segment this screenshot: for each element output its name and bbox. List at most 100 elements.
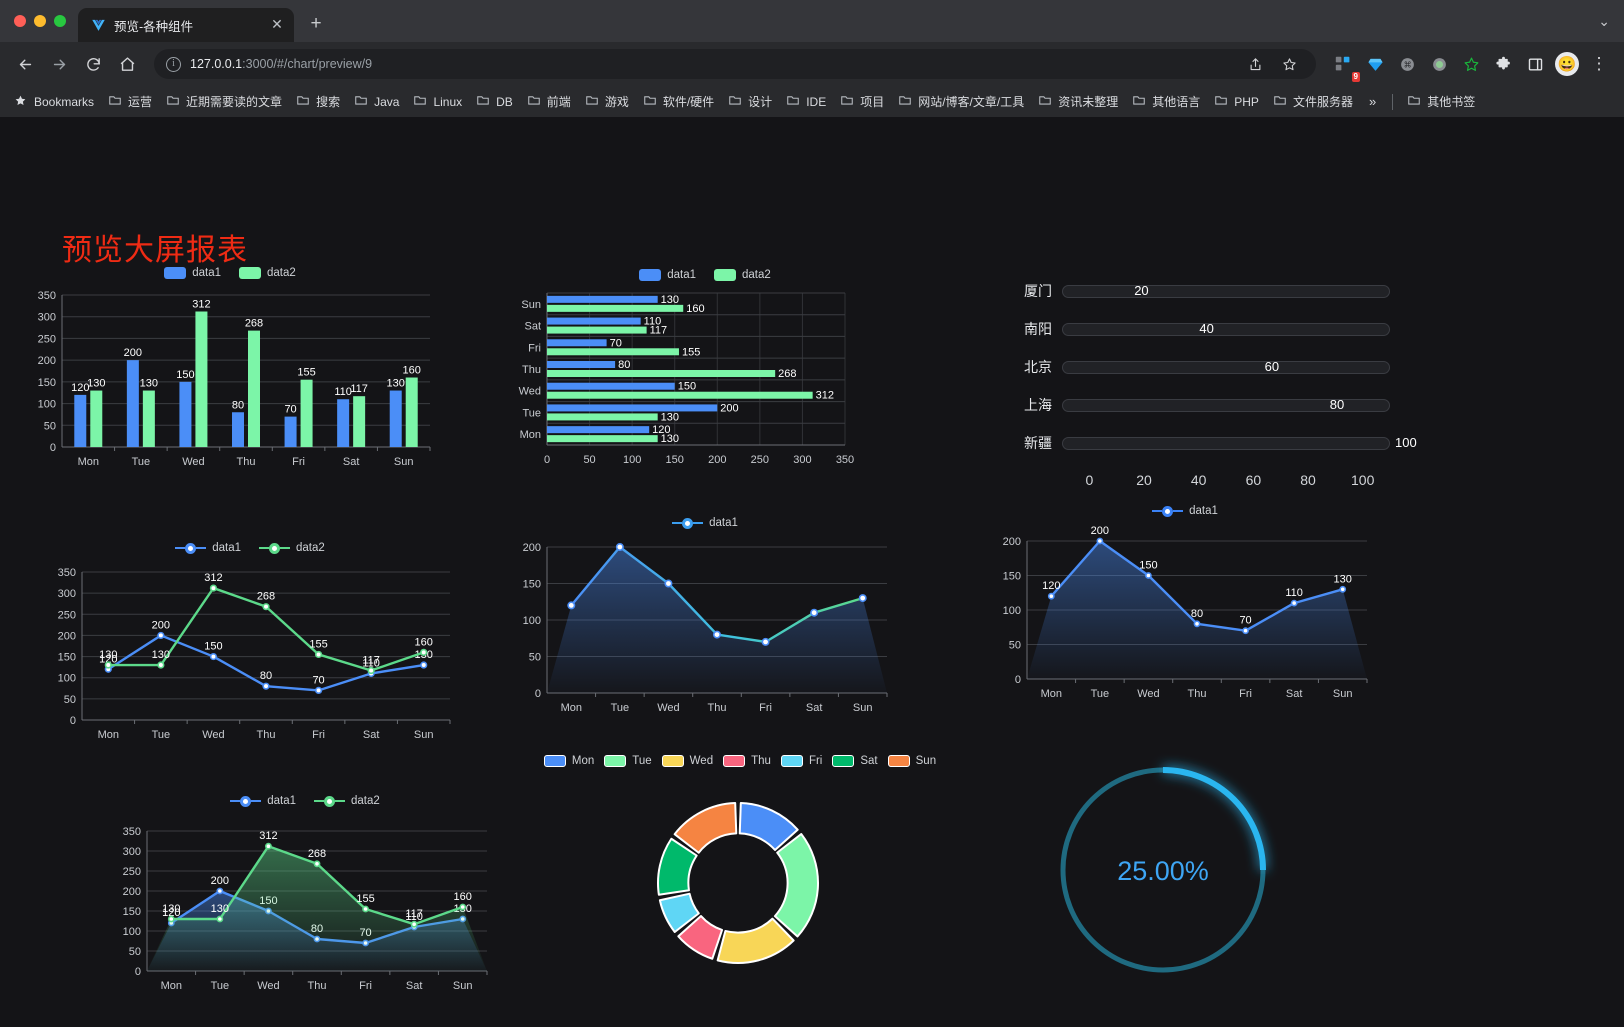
legend-item-data1[interactable]: data1 <box>230 795 296 807</box>
legend-marker-data1 <box>1152 505 1184 517</box>
window-controls[interactable] <box>10 0 78 42</box>
legend-item-data2[interactable]: data2 <box>259 542 325 554</box>
address-bar[interactable]: i 127.0.0.1:3000/#/chart/preview/9 <box>154 49 1316 79</box>
bookmark-item[interactable]: 项目 <box>834 90 890 113</box>
new-tab-button[interactable]: + <box>310 13 322 34</box>
svg-text:150: 150 <box>523 579 541 591</box>
back-button[interactable] <box>10 49 40 79</box>
close-window-button[interactable] <box>14 15 26 27</box>
legend-item-mon[interactable]: Mon <box>543 755 594 767</box>
chart-bar-horizontal[interactable]: data1 data2 0 50 100 150 200 250 300 350 Sun 130 1… <box>505 269 905 484</box>
legend-marker-data2 <box>259 542 290 554</box>
progress-value: 20 <box>1134 282 1149 298</box>
page-content: 预览大屏报表 data1 data2 0 50 100 150 200 250 300 350… <box>0 117 1624 1027</box>
reload-button[interactable] <box>78 49 108 79</box>
forward-button[interactable] <box>44 49 74 79</box>
browser-tab[interactable]: 预览-各种组件 ✕ <box>78 8 294 42</box>
bookmark-item[interactable]: 网站/博客/文章/工具 <box>892 90 1030 113</box>
legend-item-data1[interactable]: data1 <box>175 542 241 554</box>
bookmark-item[interactable]: 近期需要读的文章 <box>160 90 288 113</box>
close-tab-button[interactable]: ✕ <box>271 16 283 32</box>
legend-item-data1[interactable]: data1 <box>1152 505 1218 517</box>
chart-line-dual[interactable]: data1 data2 0 50 100 150 200 250 300 350 Mon Tue W… <box>40 542 460 757</box>
progress-track[interactable]: 100 <box>1062 435 1417 450</box>
bookmark-item[interactable]: 前端 <box>521 90 577 113</box>
bookmarks-manager-link[interactable]: Bookmarks <box>8 91 100 113</box>
svg-text:Thu: Thu <box>522 364 541 376</box>
bookmark-item[interactable]: PHP <box>1208 90 1265 113</box>
bookmark-item[interactable]: 其他语言 <box>1126 90 1206 113</box>
chart-gauge[interactable]: 25.00% <box>1045 752 1285 992</box>
progress-row[interactable]: 厦门 20 <box>1000 272 1390 310</box>
progress-track[interactable]: 40 <box>1062 321 1390 336</box>
svg-text:Sat: Sat <box>343 456 360 468</box>
bookmark-item[interactable]: 资讯未整理 <box>1032 90 1124 113</box>
bookmark-item[interactable]: IDE <box>780 90 832 113</box>
share-icon[interactable] <box>1240 49 1270 79</box>
legend-item-data2[interactable]: data2 <box>714 269 771 281</box>
legend-item-sat[interactable]: Sat <box>832 755 878 767</box>
svg-text:155: 155 <box>309 638 327 650</box>
legend-item-data2[interactable]: data2 <box>239 267 296 279</box>
svg-text:Wed: Wed <box>182 456 204 468</box>
legend-label-data2: data2 <box>296 542 325 554</box>
progress-track[interactable]: 20 <box>1062 282 1390 298</box>
browser-menu-button[interactable]: ⋮ <box>1590 54 1608 73</box>
svg-text:100: 100 <box>623 454 641 466</box>
area-dual-plot: 0 50 100 150 200 250 300 350 Mon Tue Wed Thu Fri Sat S… <box>123 826 488 992</box>
progress-row[interactable]: 新疆 100 <box>1000 424 1417 462</box>
legend-item-thu[interactable]: Thu <box>723 755 771 767</box>
chevron-down-icon[interactable]: ⌄ <box>1598 12 1610 29</box>
chart-bar-vertical[interactable]: data1 data2 0 50 100 150 200 250 300 350 Mon 120 1… <box>20 267 440 487</box>
diamond-icon[interactable] <box>1360 49 1390 79</box>
side-panel-icon[interactable] <box>1520 49 1550 79</box>
maximize-window-button[interactable] <box>54 15 66 27</box>
bookmark-item[interactable]: Java <box>348 90 405 113</box>
other-bookmarks-folder[interactable]: 其他书签 <box>1401 90 1481 113</box>
legend-label-data1: data1 <box>212 542 241 554</box>
bookmark-item[interactable]: 软件/硬件 <box>637 90 720 113</box>
chart-line-gradient[interactable]: data1 0 50 100 150 200 Mon Tue Wed Thu Fri Sat Sun <box>505 517 905 732</box>
star-icon[interactable] <box>1274 49 1304 79</box>
home-button[interactable] <box>112 49 142 79</box>
bookmark-item[interactable]: 文件服务器 <box>1267 90 1359 113</box>
chart-donut[interactable]: Mon Tue Wed Thu Fri Sat Sun <box>530 755 950 1005</box>
legend-item-fri[interactable]: Fri <box>780 755 822 767</box>
progress-track[interactable]: 80 <box>1062 397 1390 412</box>
legend-item-data1[interactable]: data1 <box>639 269 696 281</box>
gray-circle-icon[interactable] <box>1424 49 1454 79</box>
progress-row[interactable]: 北京 60 <box>1000 348 1390 386</box>
legend-item-tue[interactable]: Tue <box>604 755 652 767</box>
legend-item-data1[interactable]: data1 <box>672 517 738 529</box>
progress-row[interactable]: 南阳 40 <box>1000 310 1390 348</box>
progress-track[interactable]: 60 <box>1062 359 1390 374</box>
svg-text:120: 120 <box>652 424 670 436</box>
progress-row[interactable]: 上海 80 <box>1000 386 1390 424</box>
svg-text:Wed: Wed <box>257 980 279 992</box>
site-info-icon[interactable]: i <box>166 56 181 72</box>
legend-item-data2[interactable]: data2 <box>314 795 380 807</box>
bookmark-item[interactable]: 设计 <box>722 90 778 113</box>
legend-area-dual: data1 data2 <box>105 795 505 807</box>
puzzle-icon[interactable] <box>1488 49 1518 79</box>
chart-area-single[interactable]: data1 0 50 100 150 200 Mon Tue Wed Thu Fri Sat Sun 1… <box>985 505 1385 720</box>
minimize-window-button[interactable] <box>34 15 46 27</box>
extensions-grid-icon[interactable]: 9 <box>1328 49 1360 82</box>
bookmarks-overflow-button[interactable]: » <box>1368 94 1377 109</box>
svg-text:268: 268 <box>245 318 263 330</box>
chart-area-dual[interactable]: data1 data2 0 50 100 150 200 250 300 350 Mon Tue W… <box>105 795 505 1010</box>
legend-item-wed[interactable]: Wed <box>661 755 713 767</box>
avatar[interactable]: 😀 <box>1552 49 1582 79</box>
green-star-icon[interactable] <box>1456 49 1486 79</box>
command-circle-icon[interactable]: ⌘ <box>1392 49 1422 79</box>
bookmark-item[interactable]: 运营 <box>102 90 158 113</box>
bookmark-item[interactable]: Linux <box>407 90 468 113</box>
folder-icon <box>413 93 428 110</box>
chart-progress-bars[interactable]: 厦门 20 南阳 40 北京 60 上海 80 新疆 100 0 20 40 60 80 100 <box>1000 272 1417 512</box>
bookmark-item[interactable]: DB <box>470 90 519 113</box>
bookmark-item[interactable]: 游戏 <box>579 90 635 113</box>
bookmark-item[interactable]: 搜索 <box>290 90 346 113</box>
legend-item-data1[interactable]: data1 <box>164 267 221 279</box>
legend-item-sun[interactable]: Sun <box>887 755 936 767</box>
